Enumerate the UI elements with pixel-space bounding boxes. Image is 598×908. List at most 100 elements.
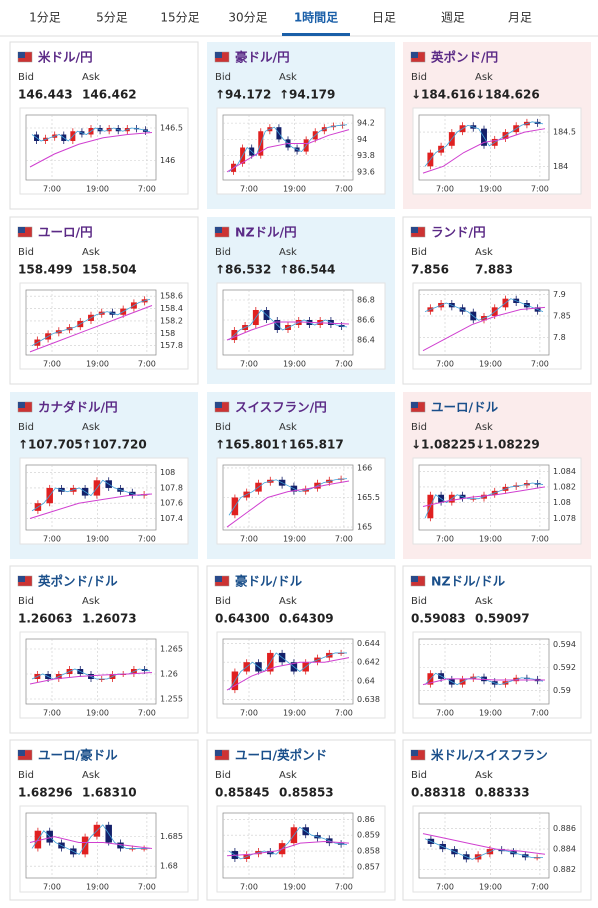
x-tick-label: 19:00 — [86, 185, 109, 194]
bid-label: Bid — [215, 72, 231, 83]
close-line — [31, 298, 151, 347]
y-tick-label: 184 — [553, 162, 568, 171]
bid-value: 0.59083 — [411, 612, 466, 626]
tab[interactable]: 週足 — [441, 11, 465, 25]
y-tick-label: 158.6 — [160, 292, 183, 301]
x-tick-label: 19:00 — [479, 360, 502, 369]
flag — [18, 402, 25, 408]
bid-label: Bid — [18, 422, 34, 433]
ask-label: Ask — [82, 770, 100, 781]
pair-name[interactable]: 米ドル/スイスフラン — [430, 748, 548, 763]
bid-label: Bid — [18, 72, 34, 83]
pair-name[interactable]: ユーロ/豪ドル — [38, 748, 118, 763]
y-tick-label: 0.642 — [357, 658, 380, 667]
bid-value: 146.443 — [18, 88, 73, 102]
bid-label: Bid — [411, 422, 427, 433]
pair-name[interactable]: カナダドル/円 — [38, 400, 118, 415]
y-tick-label: 0.638 — [357, 695, 380, 704]
tab[interactable]: 1時間足 — [294, 10, 338, 25]
x-tick-label: 7:00 — [436, 185, 454, 194]
candle — [337, 652, 345, 654]
x-tick-label: 19:00 — [86, 360, 109, 369]
tab[interactable]: 30分足 — [228, 11, 267, 25]
y-tick-label: 86.6 — [357, 316, 375, 325]
pair-name[interactable]: NZドル/円 — [235, 225, 297, 240]
candle — [470, 498, 477, 500]
y-tick-label: 0.64 — [357, 676, 375, 685]
y-tick-label: 184.5 — [553, 128, 576, 137]
pair-name[interactable]: 豪ドル/円 — [235, 50, 290, 65]
close-line — [31, 668, 151, 680]
ask-value: ↓1.08229 — [475, 438, 540, 452]
bid-value: 0.85845 — [215, 786, 270, 800]
x-tick-label: 19:00 — [283, 883, 306, 892]
y-tick-label: 1.08 — [553, 498, 571, 507]
x-tick-label: 19:00 — [283, 185, 306, 194]
pair-name[interactable]: ランド/円 — [431, 225, 486, 240]
x-tick-label: 7:00 — [436, 360, 454, 369]
bid-label: Bid — [18, 596, 34, 607]
close-line — [424, 838, 543, 860]
plot-frame — [222, 289, 354, 356]
ask-label: Ask — [475, 770, 493, 781]
y-tick-label: 107.8 — [160, 483, 183, 492]
y-tick-label: 0.882 — [553, 865, 576, 874]
bid-value: 1.26063 — [18, 612, 73, 626]
tab-underline — [282, 33, 350, 36]
y-tick-label: 94.2 — [357, 119, 375, 128]
y-tick-label: 1.26 — [160, 670, 178, 679]
close-line — [424, 121, 544, 167]
pair-name[interactable]: NZドル/ドル — [431, 574, 506, 589]
ask-label: Ask — [475, 596, 493, 607]
flag — [215, 576, 222, 582]
x-tick-label: 19:00 — [86, 709, 109, 718]
pair-name[interactable]: ユーロ/英ポンド — [235, 748, 327, 763]
tab[interactable]: 5分足 — [96, 11, 128, 25]
ask-value: 0.88333 — [475, 786, 530, 800]
x-tick-label: 7:00 — [240, 883, 258, 892]
flag — [215, 402, 222, 408]
tab[interactable]: 15分足 — [160, 11, 199, 25]
plot-frame — [418, 812, 550, 879]
y-tick-label: 158 — [160, 329, 175, 338]
bid-value: 1.68296 — [18, 786, 73, 800]
y-tick-label: 146 — [160, 156, 175, 165]
pair-name[interactable]: ユーロ/円 — [38, 225, 93, 240]
pair-name[interactable]: 英ポンド/ドル — [38, 574, 118, 589]
ask-label: Ask — [279, 72, 297, 83]
y-tick-label: 0.59 — [553, 686, 571, 695]
y-tick-label: 165 — [357, 523, 372, 532]
ask-value: 7.883 — [475, 263, 513, 277]
plot-frame — [418, 289, 550, 356]
tab[interactable]: 1分足 — [29, 11, 61, 25]
y-tick-label: 86.4 — [357, 336, 375, 345]
tab[interactable]: 日足 — [372, 11, 396, 25]
pair-name[interactable]: ユーロ/ドル — [431, 400, 499, 415]
plot-frame — [25, 114, 157, 181]
ask-label: Ask — [279, 770, 297, 781]
bid-label: Bid — [411, 770, 427, 781]
pair-name[interactable]: 米ドル/円 — [37, 50, 93, 65]
y-tick-label: 158.4 — [160, 304, 183, 313]
ask-label: Ask — [82, 72, 100, 83]
bid-label: Bid — [18, 770, 34, 781]
pair-name[interactable]: 英ポンド/円 — [431, 50, 498, 65]
pair-name[interactable]: スイスフラン/円 — [235, 400, 327, 415]
candle — [129, 848, 136, 850]
ask-label: Ask — [475, 72, 493, 83]
ma-line — [422, 306, 546, 352]
bid-value: ↑86.532 — [215, 263, 271, 277]
ask-label: Ask — [279, 422, 297, 433]
x-tick-label: 7:00 — [335, 360, 353, 369]
x-tick-label: 7:00 — [436, 883, 454, 892]
tab[interactable]: 月足 — [508, 11, 532, 25]
x-tick-label: 19:00 — [479, 883, 502, 892]
candle — [533, 857, 541, 859]
flag — [18, 576, 25, 582]
pair-name[interactable]: 豪ドル/ドル — [235, 574, 303, 589]
chart-box — [19, 107, 189, 195]
y-tick-label: 1.255 — [160, 695, 183, 704]
flag — [18, 227, 25, 233]
x-tick-label: 7:00 — [335, 883, 353, 892]
y-tick-label: 0.858 — [357, 847, 380, 856]
